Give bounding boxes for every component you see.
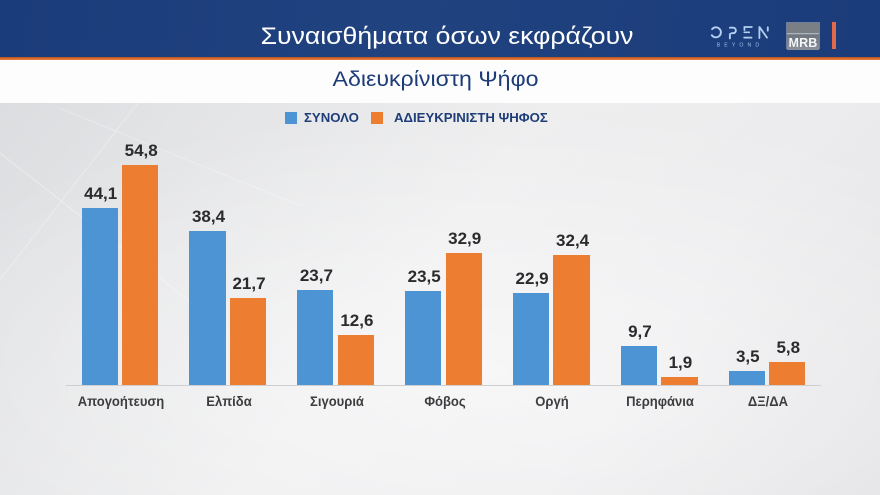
svg-text:BEYOND: BEYOND: [717, 43, 764, 49]
